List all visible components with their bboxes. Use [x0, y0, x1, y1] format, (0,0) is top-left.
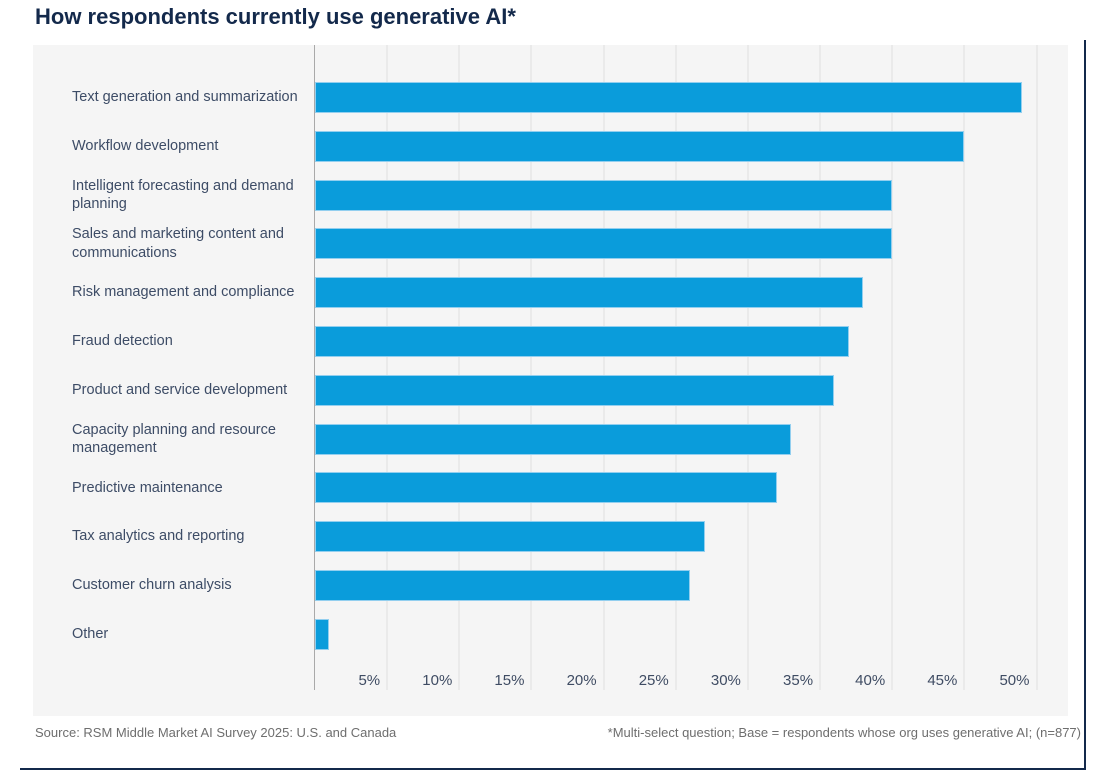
category-label: Intelligent forecasting and demand plann… [72, 177, 294, 213]
x-axis-tick-label: 10% [422, 672, 453, 689]
category-label: Capacity planning and resource managemen… [72, 421, 276, 457]
category-label: Customer churn analysis [72, 577, 232, 594]
category-label: Workflow development [72, 138, 219, 155]
bar [315, 570, 691, 601]
method-note: *Multi-select question; Base = responden… [607, 725, 1081, 740]
bar [315, 228, 893, 260]
bar [315, 82, 1023, 113]
x-axis-tick-label: 50% [999, 672, 1030, 689]
gridline [746, 45, 749, 690]
x-axis-tick-label: 15% [494, 672, 525, 689]
x-axis-tick-label: 30% [710, 672, 741, 689]
bar [315, 423, 792, 455]
category-label: Risk management and compliance [72, 284, 295, 301]
gridline [891, 45, 894, 690]
gridline [1035, 45, 1038, 690]
category-label: Tax analytics and reporting [72, 528, 245, 545]
bar [315, 130, 965, 162]
bar [315, 521, 705, 553]
category-label: Fraud detection [72, 333, 173, 350]
gridline [386, 45, 389, 690]
bar [315, 179, 893, 211]
x-axis-tick-label: 20% [566, 672, 597, 689]
x-axis-tick-label: 5% [358, 672, 381, 689]
gridline [458, 45, 461, 690]
gridline [963, 45, 966, 690]
footer: Source: RSM Middle Market AI Survey 2025… [35, 725, 1081, 743]
y-axis-line [314, 45, 315, 690]
category-label: Other [72, 626, 109, 643]
category-label: Sales and marketing content and communic… [72, 226, 284, 261]
chart-title: How respondents currently use generative… [35, 4, 516, 29]
x-axis-tick-label: 25% [638, 672, 669, 689]
category-label: Product and service development [72, 382, 288, 399]
bar [315, 277, 864, 309]
x-axis-tick-label: 35% [783, 672, 814, 689]
x-axis-tick-label: 45% [927, 672, 958, 689]
gridline [530, 45, 533, 690]
bar [315, 374, 835, 406]
bar [315, 618, 330, 650]
x-axis-tick-label: 40% [855, 672, 886, 689]
category-label: Text generation and summarization [72, 89, 298, 106]
bar [315, 472, 777, 504]
source-note: Source: RSM Middle Market AI Survey 2025… [35, 725, 397, 740]
category-label: Predictive maintenance [72, 479, 223, 496]
gridline [674, 45, 677, 690]
chart-panel: Text generation and summarization Workflo… [33, 45, 1068, 716]
bar [315, 326, 849, 357]
gridline [819, 45, 822, 690]
gridline [602, 45, 605, 690]
